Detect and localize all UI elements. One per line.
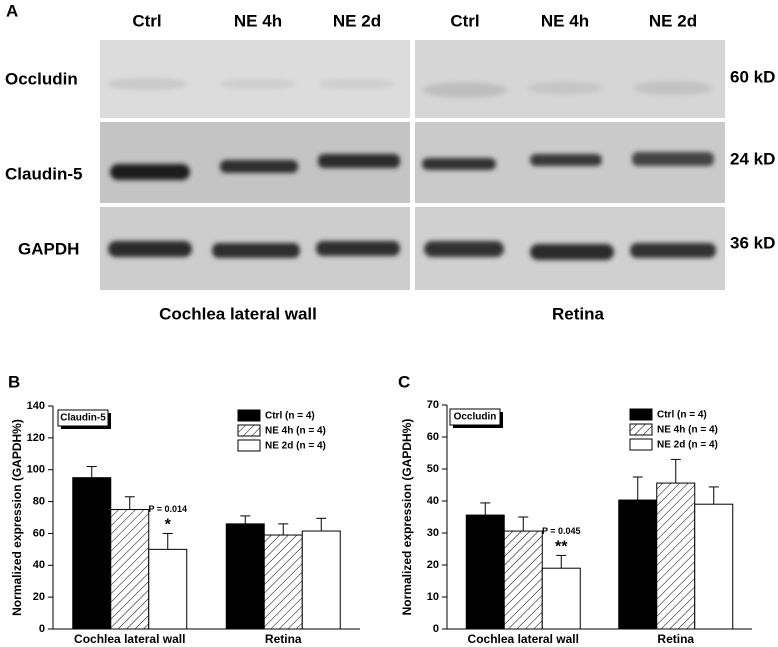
x-tick-label: Retina [265, 632, 302, 646]
significance: ** [555, 539, 568, 556]
y-tick-label: 0 [433, 623, 439, 635]
y-tick-label: 20 [427, 559, 439, 571]
y-axis-label: Normalized expression (GAPDH%) [10, 419, 24, 616]
legend-label: Ctrl (n = 4) [657, 410, 707, 421]
legend-label: NE 2d (n = 4) [265, 441, 326, 452]
bar [656, 482, 696, 630]
y-tick-label: 40 [33, 559, 45, 571]
bar [694, 503, 734, 630]
legend-label: Ctrl (n = 4) [265, 411, 315, 422]
panel-label: A [6, 1, 18, 20]
panel-label: B [8, 372, 20, 391]
x-tick-label: Cochlea lateral wall [74, 632, 185, 646]
x-tick-label: Cochlea lateral wall [468, 632, 579, 646]
group-label: Retina [552, 304, 605, 323]
bar [148, 548, 188, 630]
legend-swatch [629, 438, 653, 451]
lane-label: NE 4h [541, 11, 589, 30]
lane-label: NE 2d [333, 11, 381, 30]
legend-swatch [629, 408, 653, 421]
lane-label: NE 2d [649, 11, 697, 30]
legend-swatch [237, 424, 261, 437]
label-box [57, 409, 109, 427]
lane-label: Ctrl [450, 11, 479, 30]
y-axis-label: Normalized expression (GAPDH%) [400, 419, 414, 616]
significance: * [165, 517, 172, 534]
bar [465, 514, 505, 630]
y-tick-label: 100 [27, 464, 45, 476]
bar [503, 530, 543, 630]
y-tick-label: 20 [33, 591, 45, 603]
bar [301, 530, 341, 630]
p-value: P = 0.045 [542, 526, 581, 536]
bar [225, 523, 265, 630]
legend-swatch [237, 409, 261, 422]
size-label: 36 kD [730, 233, 775, 252]
y-tick-label: 50 [427, 463, 439, 475]
size-label: 24 kD [730, 149, 775, 168]
legend-swatch [237, 439, 261, 452]
y-tick-label: 40 [427, 495, 439, 507]
p-value: P = 0.014 [148, 504, 187, 514]
row-label: Claudin-5 [5, 164, 82, 183]
legend-label: NE 4h (n = 4) [657, 425, 718, 436]
blot [100, 40, 725, 290]
y-tick-label: 80 [33, 495, 45, 507]
x-tick-label: Retina [657, 632, 694, 646]
y-tick-label: 0 [39, 623, 45, 635]
panel-label: C [398, 372, 410, 391]
bar [541, 567, 581, 630]
row-label: GAPDH [18, 239, 79, 258]
bar [72, 477, 112, 630]
legend-label: NE 2d (n = 4) [657, 440, 718, 451]
label-box [449, 408, 501, 426]
legend-swatch [629, 423, 653, 436]
bar [618, 499, 658, 630]
y-tick-label: 120 [27, 432, 45, 444]
group-label: Cochlea lateral wall [159, 304, 317, 323]
y-tick-label: 10 [427, 591, 439, 603]
y-tick-label: 30 [427, 527, 439, 539]
bar [110, 509, 150, 630]
row-label: Occludin [5, 69, 78, 88]
legend-label: NE 4h (n = 4) [265, 426, 326, 437]
label-box-text: Claudin-5 [60, 413, 106, 424]
label-box-text: Occludin [454, 412, 497, 423]
lane-label: Ctrl [132, 11, 161, 30]
y-tick-label: 60 [33, 527, 45, 539]
bar [263, 534, 303, 630]
y-tick-label: 70 [427, 399, 439, 411]
size-label: 60 kD [730, 67, 775, 86]
lane-label: NE 4h [234, 11, 282, 30]
y-tick-label: 140 [27, 400, 45, 412]
y-tick-label: 60 [427, 431, 439, 443]
